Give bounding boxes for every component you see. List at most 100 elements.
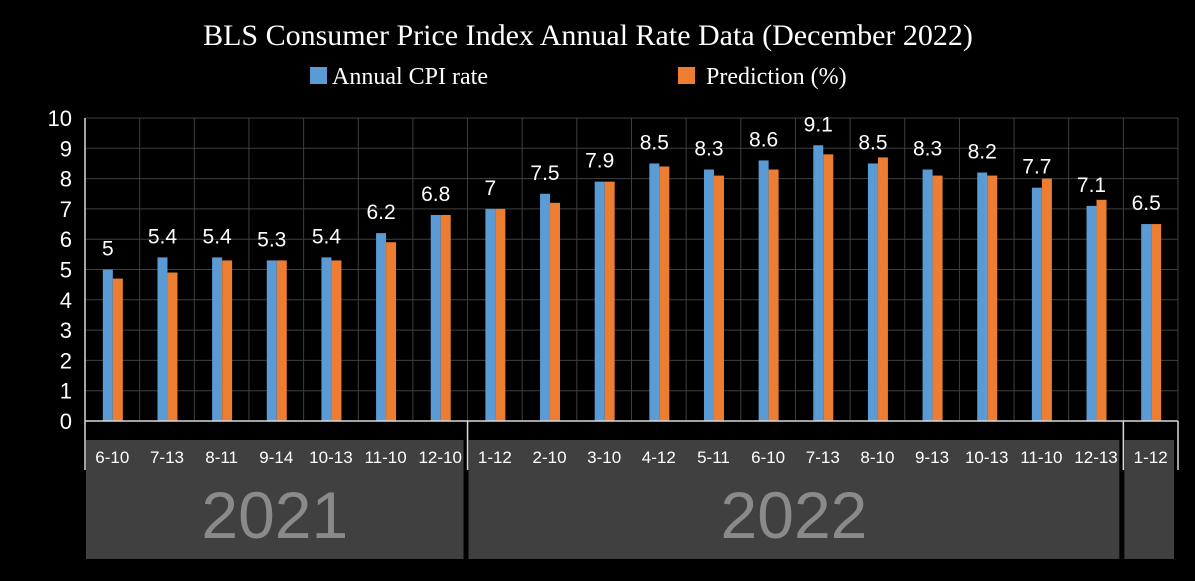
data-label-cpi: 5.3 [257,228,286,251]
legend-swatch-prediction [678,67,695,84]
bar-prediction [877,157,888,421]
year-group-box [86,440,464,559]
year-group-box [468,440,1120,559]
bar-prediction [386,242,397,421]
bar-prediction [659,166,670,421]
bar-prediction [713,175,724,421]
y-tick-label: 2 [60,348,72,373]
x-tick-label: 3-10 [587,448,621,467]
x-tick-label: 1-12 [1134,448,1168,467]
axes [84,118,1179,470]
bar-prediction [768,169,779,421]
bar-cpi [1141,224,1152,421]
bar-cpi [594,181,605,421]
bar-prediction [604,181,615,421]
legend-swatch-cpi [310,67,327,84]
bar-prediction [276,260,287,421]
bar-cpi [376,233,387,421]
bar-cpi [321,257,332,421]
data-label-cpi: 7 [485,177,497,200]
y-tick-label: 0 [60,409,72,434]
x-tick-label: 12-10 [418,448,461,467]
data-label-cpi: 5.4 [203,225,233,248]
x-tick-label: 2-10 [533,448,567,467]
data-label-cpi: 5.4 [148,225,178,248]
bar-prediction [440,214,451,421]
bar-cpi [212,257,223,421]
x-tick-label: 5-11 [697,448,730,467]
year-group-label: 2022 [721,478,868,552]
data-label-cpi: 7.1 [1077,174,1106,197]
bar-cpi [430,214,441,421]
chart-title: BLS Consumer Price Index Annual Rate Dat… [203,19,973,52]
bar-prediction [112,278,123,421]
bar-prediction [1096,199,1107,421]
data-label-cpi: 8.3 [694,138,723,161]
data-label-cpi: 5.4 [312,225,342,248]
y-tick-label: 4 [60,288,72,313]
y-tick-label: 9 [60,136,72,161]
x-tick-label: 11-10 [1020,448,1062,467]
gridlines [84,117,1179,421]
bar-cpi [1086,205,1097,421]
bar-cpi [977,172,988,421]
data-label-cpi: 7.9 [585,150,614,173]
bar-prediction [495,208,506,421]
data-label-cpi: 5 [102,238,114,261]
x-tick-label: 1-12 [478,448,512,467]
bar-cpi [540,193,551,421]
bar-prediction [1151,224,1162,421]
data-label-cpi: 8.5 [640,131,669,154]
legend: Annual CPI rate Prediction (%) [310,64,847,90]
bar-cpi [922,169,933,421]
x-tick-label: 4-12 [642,448,676,467]
y-tick-label: 8 [60,167,72,192]
year-groups: 2021 2022 [86,440,1174,559]
x-tick-label: 7-13 [150,448,184,467]
data-label-cpi: 8.2 [968,141,997,164]
x-tick-label: 6-10 [95,448,129,467]
data-labels: 5 5.4 5.4 5.3 5.4 6.2 6.8 7 7.5 7.9 8.5 8.3 8.6 9.1 8.… [102,113,1161,260]
legend-label-prediction: Prediction (%) [706,64,847,90]
y-tick-label: 7 [60,197,72,222]
bar-prediction [1041,178,1052,421]
bar-cpi [1031,187,1042,421]
y-tick-label: 10 [48,106,72,131]
x-tick-label: 11-10 [364,448,406,467]
data-label-cpi: 7.7 [1022,156,1051,179]
bar-prediction [222,260,233,421]
y-tick-label: 1 [60,379,72,404]
data-label-cpi: 8.5 [858,131,887,154]
data-label-cpi: 6.2 [366,201,395,224]
data-label-cpi: 8.6 [749,128,778,151]
bar-cpi [266,260,277,421]
x-tick-label: 9-13 [915,448,949,467]
x-tick-label: 9-14 [259,448,293,467]
data-label-cpi: 7.5 [530,162,559,185]
bar-prediction [331,260,342,421]
data-label-cpi: 8.3 [913,138,942,161]
bar-cpi [157,257,168,421]
bar-cpi [703,169,714,421]
x-tick-label: 8-10 [860,448,894,467]
x-axis-ticks: 6-10 7-13 8-11 9-14 10-13 11-10 12-10 1-12 2-10 3… [95,448,1167,467]
x-tick-label: 7-13 [806,448,840,467]
bar-cpi [102,269,113,421]
y-axis-ticks: 0 1 2 3 4 5 6 7 8 9 10 [48,106,72,434]
y-tick-label: 5 [60,258,72,283]
bar-prediction [550,202,561,421]
bar-cpi [485,208,496,421]
bar-cpi [758,160,769,422]
bar-prediction [823,154,834,422]
bar-prediction [987,175,998,421]
year-group-label: 2021 [201,478,348,552]
data-label-cpi: 9.1 [804,113,833,136]
y-tick-label: 6 [60,227,72,252]
year-group-box [1124,440,1174,559]
data-label-cpi: 6.5 [1132,192,1161,215]
x-tick-label: 10-13 [309,448,352,467]
bar-prediction [932,175,943,421]
data-label-cpi: 6.8 [421,183,450,206]
bar-prediction [167,272,178,421]
